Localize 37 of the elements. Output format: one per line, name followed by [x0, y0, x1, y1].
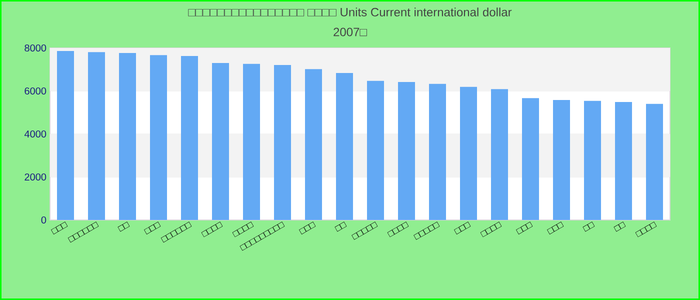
- y-tick-label: 8000: [24, 44, 46, 52]
- x-tick-label: □□□: [546, 222, 564, 234]
- bar: [460, 86, 478, 220]
- bar: [522, 98, 540, 220]
- bar: [398, 82, 416, 220]
- x-tick-label: □□: [614, 222, 626, 232]
- x-tick-label: □□: [118, 222, 130, 232]
- bar: [584, 100, 602, 220]
- bar: [305, 69, 322, 220]
- x-tick-label: □□□: [516, 222, 533, 234]
- bar: [429, 84, 446, 220]
- chart-title: □□□□□□□□□□□□□□□□ □□□□ Units Current international dollar: [188, 8, 512, 16]
- y-tick-label: 0: [41, 216, 46, 224]
- x-tick-label: □□□: [298, 222, 316, 234]
- bar: [491, 89, 508, 220]
- bar: [243, 64, 260, 220]
- bar: [336, 72, 354, 220]
- chart-subtitle: 2007□: [334, 28, 367, 36]
- y-tick-label: 6000: [24, 87, 46, 95]
- x-tick-label: □□: [334, 222, 347, 232]
- y-tick-label: 4000: [24, 130, 46, 138]
- x-tick-label: □□□: [50, 222, 68, 234]
- bar: [367, 80, 384, 220]
- y-tick-label: 2000: [24, 173, 46, 181]
- bar: [181, 56, 198, 220]
- x-tick-label: □□□: [144, 222, 161, 234]
- bar: [212, 63, 230, 220]
- bar: [150, 55, 168, 220]
- x-tick-label: □□: [582, 222, 595, 232]
- bar: [553, 100, 570, 220]
- bar: [615, 102, 632, 220]
- bar: [88, 52, 106, 220]
- bar: [274, 64, 292, 220]
- x-tick-label: □□□: [454, 222, 471, 234]
- bar: [57, 51, 74, 220]
- bar: [646, 104, 664, 220]
- bar: [119, 52, 136, 220]
